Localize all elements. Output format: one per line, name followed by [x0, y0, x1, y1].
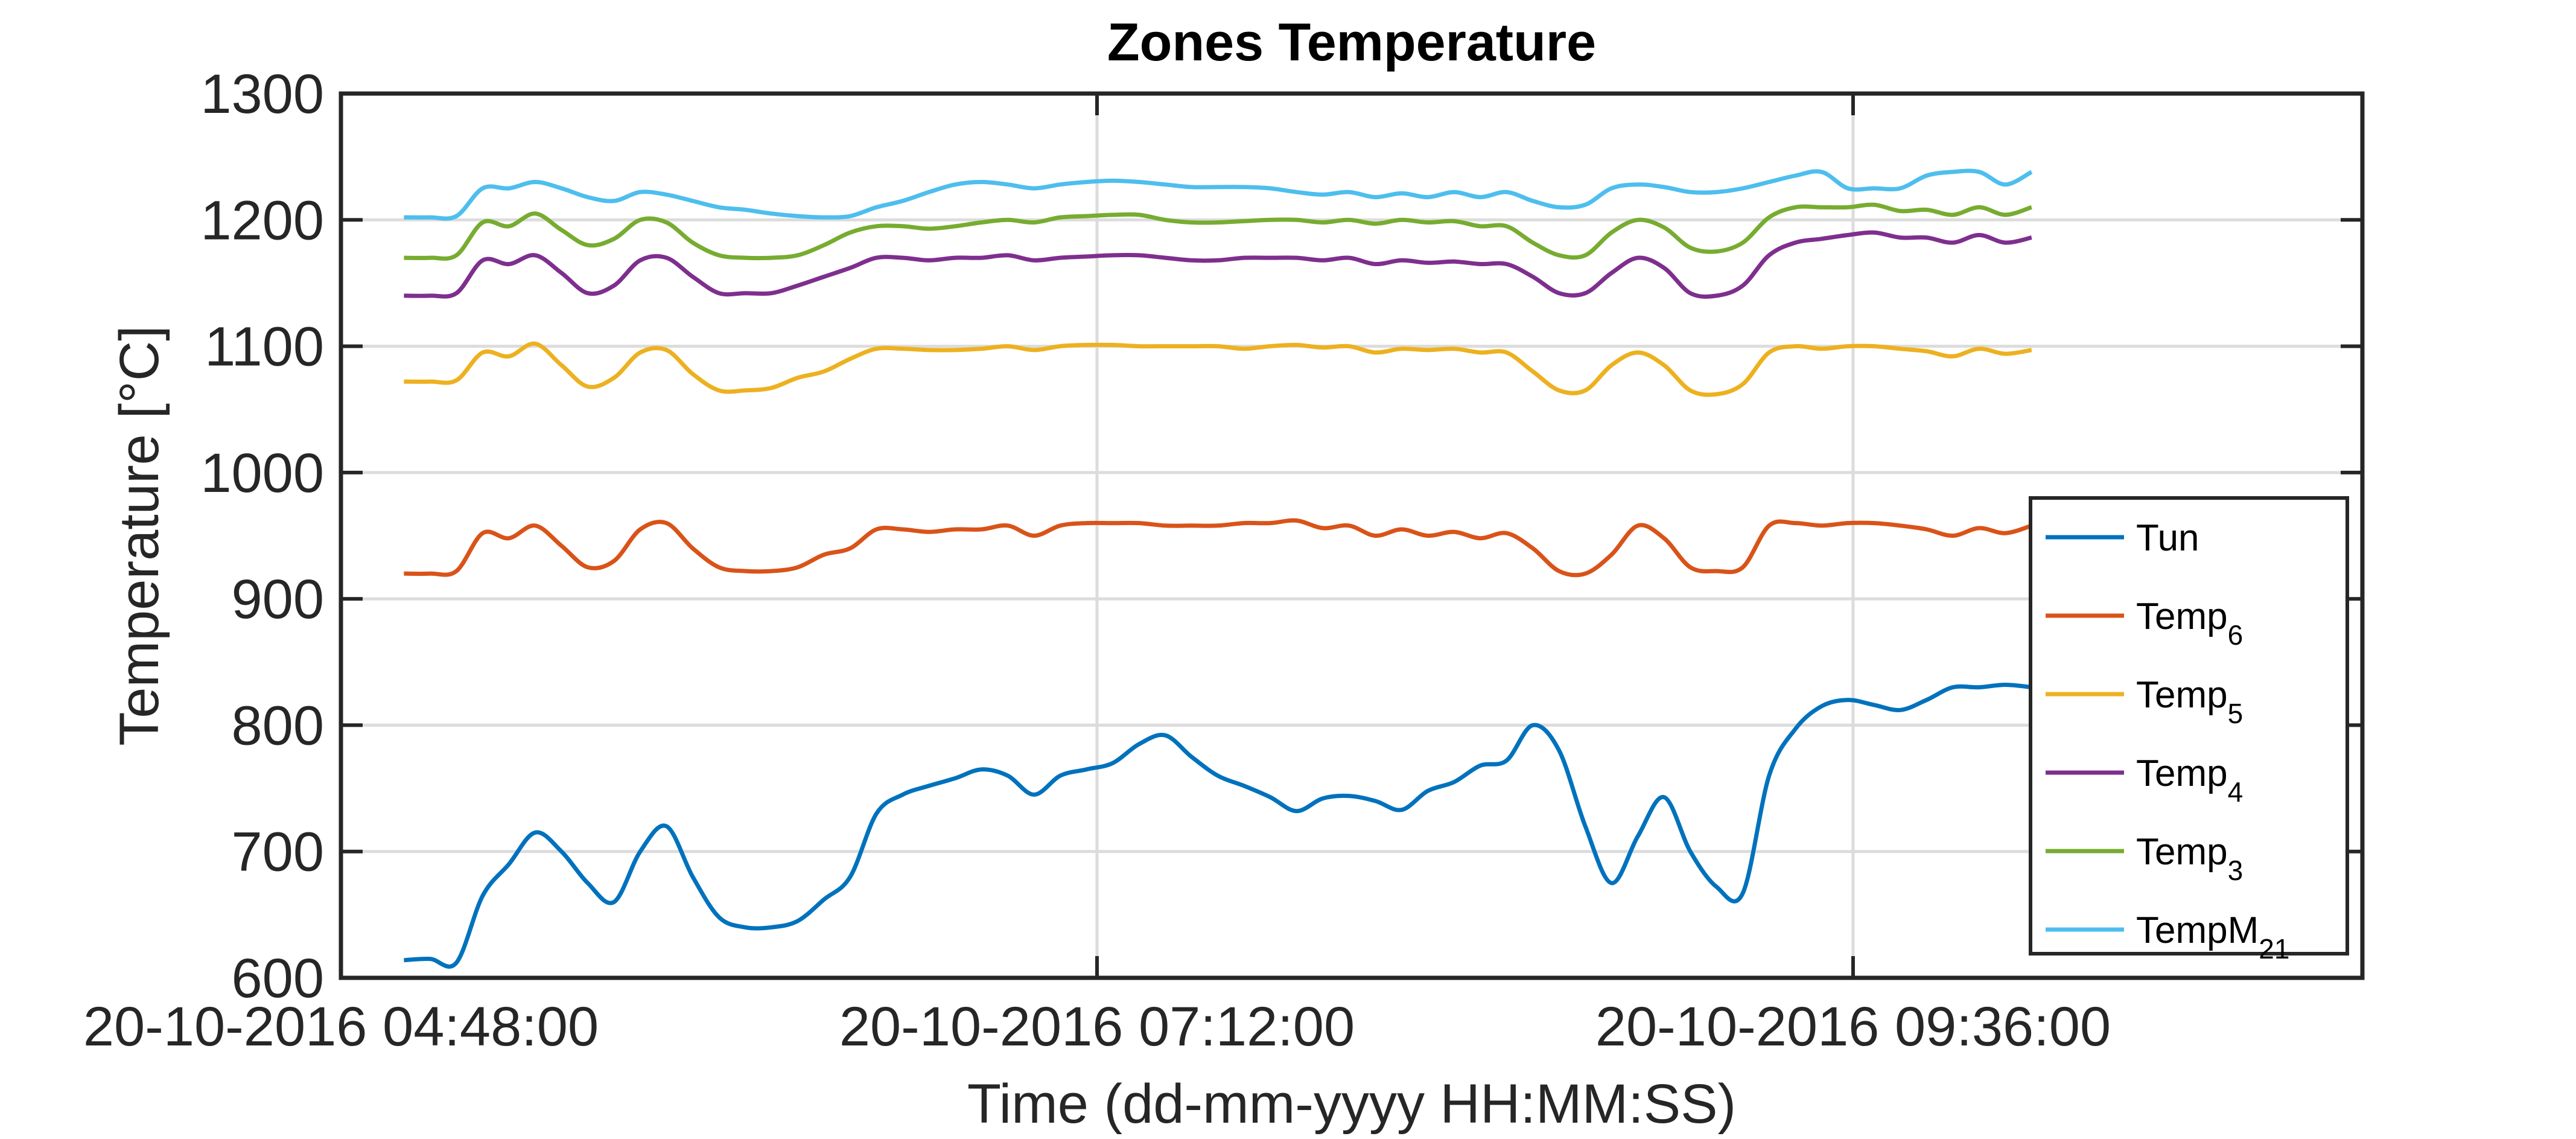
series-line: [404, 202, 2032, 261]
chart-title: Zones Temperature: [1107, 12, 1596, 72]
series-line: [404, 683, 2032, 969]
legend-label: Temp3: [2136, 831, 2243, 886]
y-tick-label: 1000: [200, 442, 324, 504]
series-line: [404, 341, 2032, 397]
legend-label: Temp4: [2136, 753, 2243, 808]
x-axis-label: Time (dd-mm-yyyy HH:MM:SS): [967, 1073, 1736, 1135]
y-tick-label: 900: [232, 569, 325, 630]
x-tick-label: 20-10-2016 04:48:00: [83, 996, 599, 1058]
series-line: [404, 518, 2032, 578]
series-line: [404, 230, 2032, 299]
legend-label: Temp5: [2136, 674, 2243, 729]
y-tick-label: 1300: [200, 63, 324, 125]
y-tick-label: 700: [232, 822, 325, 883]
x-tick-label: 20-10-2016 09:36:00: [1595, 996, 2111, 1058]
legend: Tun Temp6 Temp5 Temp4 Temp3 TempM21: [2029, 496, 2349, 965]
y-tick-label: 1100: [205, 316, 324, 378]
series-line: [404, 168, 2033, 221]
legend-box: [2029, 496, 2349, 956]
series-layer: [404, 168, 2033, 969]
legend-label: Temp6: [2136, 596, 2243, 651]
x-tick-label: 20-10-2016 07:12:00: [839, 996, 1355, 1058]
legend-label: Tun: [2136, 517, 2199, 559]
y-axis-label: Temperature [°C]: [109, 325, 170, 745]
y-tick-label: 1200: [200, 190, 324, 251]
y-tick-label: 800: [232, 695, 325, 756]
y-tick-label: 600: [232, 948, 325, 1009]
axis-ticks: 600 700 800 900 1000 1100 1200 1300 20-10-2016 0…: [83, 63, 2362, 1058]
legend-label: TempM21: [2136, 910, 2289, 965]
plot-frame: [339, 91, 2365, 980]
